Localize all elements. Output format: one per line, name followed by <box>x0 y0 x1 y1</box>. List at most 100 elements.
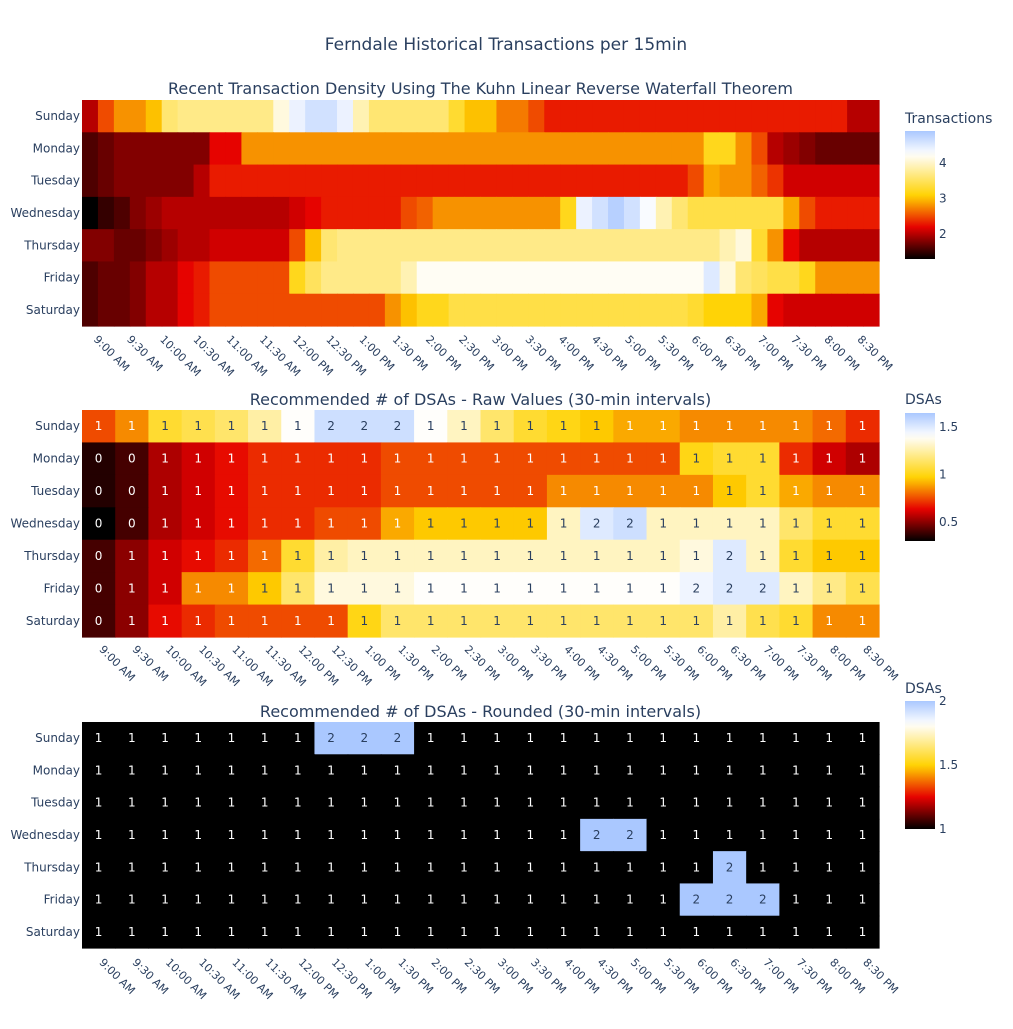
heatmap-cell <box>646 722 681 755</box>
cell-label: 1 <box>792 452 800 466</box>
cell-label: 1 <box>394 828 402 842</box>
heatmap-cell <box>546 754 581 788</box>
cell-label: 1 <box>161 763 169 777</box>
heatmap-cell <box>480 164 498 198</box>
heatmap-cell <box>546 604 581 638</box>
heatmap-cell <box>815 164 832 198</box>
heatmap-cell <box>608 229 625 263</box>
heatmap-cell <box>368 100 386 133</box>
cell-label: 1 <box>460 828 468 842</box>
heatmap-cell <box>113 196 131 230</box>
cell-label: 1 <box>95 419 103 433</box>
y-tick-label: Sunday <box>35 419 80 433</box>
heatmap-cell <box>646 442 681 476</box>
heatmap-cell <box>209 229 227 263</box>
cell-label: 1 <box>161 549 169 563</box>
heatmap-cell <box>113 229 131 263</box>
heatmap-cell <box>799 100 816 133</box>
heatmap-cell <box>281 410 316 444</box>
y-tick-label: Friday <box>44 271 80 285</box>
heatmap-cell <box>145 293 163 327</box>
colorbar-title: DSAs <box>905 681 942 697</box>
heatmap-cell <box>448 229 466 263</box>
heatmap-cell <box>513 507 548 541</box>
x-tick-label: 1:30 PM <box>390 333 431 374</box>
heatmap-cell <box>528 100 545 133</box>
heatmap-cell <box>113 261 131 295</box>
heatmap-cell <box>767 261 784 295</box>
heatmap-cell <box>687 293 705 327</box>
heatmap-cell <box>115 539 150 573</box>
heatmap-cell <box>580 474 614 508</box>
cell-label: 1 <box>726 731 734 745</box>
x-tick-label: 8:30 PM <box>860 643 901 684</box>
heatmap-cell <box>248 883 282 917</box>
heatmap-cell <box>812 883 847 917</box>
colorbar-tick-label: 1 <box>939 468 947 482</box>
heatmap-cell <box>712 754 747 788</box>
heatmap-cell <box>214 722 249 755</box>
heatmap-cell <box>655 229 673 263</box>
cell-label: 1 <box>427 925 435 939</box>
cell-label: 1 <box>194 484 202 498</box>
panel-title: Recommended # of DSAs - Raw Values (30-m… <box>250 390 712 409</box>
heatmap-cell <box>447 507 482 541</box>
cell-label: 1 <box>427 484 435 498</box>
cell-label: 1 <box>228 517 236 531</box>
cell-label: 1 <box>261 419 269 433</box>
heatmap-cell <box>639 229 657 263</box>
heatmap-cell <box>746 604 780 638</box>
heatmap-cell <box>148 474 183 508</box>
cell-label: 1 <box>294 925 302 939</box>
heatmap-cell <box>447 883 482 917</box>
heatmap-cell <box>447 818 482 852</box>
cell-label: 1 <box>560 484 568 498</box>
heatmap-cell <box>129 132 147 166</box>
x-tick-label: 6:30 PM <box>727 643 768 684</box>
x-tick-label: 5:30 PM <box>661 643 702 684</box>
heatmap-cell <box>209 196 227 230</box>
cell-label: 1 <box>792 828 800 842</box>
cell-label: 1 <box>825 925 833 939</box>
x-tick-label: 3:30 PM <box>528 956 569 997</box>
cell-label: 1 <box>460 517 468 531</box>
cell-label: 1 <box>294 731 302 745</box>
cell-label: 1 <box>261 517 269 531</box>
heatmap-cell <box>623 229 641 263</box>
colorbar: DSAs 1 1.5 2 <box>905 681 958 836</box>
heatmap-cell <box>82 261 99 295</box>
heatmap-cell <box>257 196 274 230</box>
heatmap-cell <box>225 100 242 133</box>
cell-label: 1 <box>327 452 335 466</box>
heatmap-cell <box>273 132 290 166</box>
cell-label: 1 <box>726 484 734 498</box>
heatmap-cell <box>608 132 625 166</box>
heatmap-cell <box>779 539 814 573</box>
heatmap-panel-1: Recent Transaction Density Using The Kuh… <box>11 79 993 379</box>
cell-label: 1 <box>327 517 335 531</box>
heatmap-cell <box>613 474 648 508</box>
x-tick-label: 2:30 PM <box>462 956 503 997</box>
cell-label: 1 <box>394 614 402 628</box>
heatmap-cell <box>115 507 150 541</box>
heatmap-cell <box>352 229 370 263</box>
heatmap-cell <box>779 442 814 476</box>
cell-label: 1 <box>294 796 302 810</box>
heatmap-cell <box>352 293 370 327</box>
cell-label: 1 <box>825 796 833 810</box>
cell-label: 2 <box>759 581 767 595</box>
heatmap-cell <box>746 410 780 444</box>
cell-label: 1 <box>825 581 833 595</box>
heatmap-cell <box>646 539 681 573</box>
cell-label: 1 <box>327 549 335 563</box>
cell-label: 1 <box>161 419 169 433</box>
cell-label: 1 <box>626 614 634 628</box>
cell-label: 1 <box>294 419 302 433</box>
heatmap-cell <box>845 539 880 573</box>
heatmap-cell <box>480 229 498 263</box>
cell-label: 1 <box>859 549 867 563</box>
heatmap-cell <box>384 196 402 230</box>
heatmap-cell <box>464 100 482 133</box>
heatmap-cell <box>560 164 577 198</box>
x-tick-label: 6:00 PM <box>694 643 735 684</box>
